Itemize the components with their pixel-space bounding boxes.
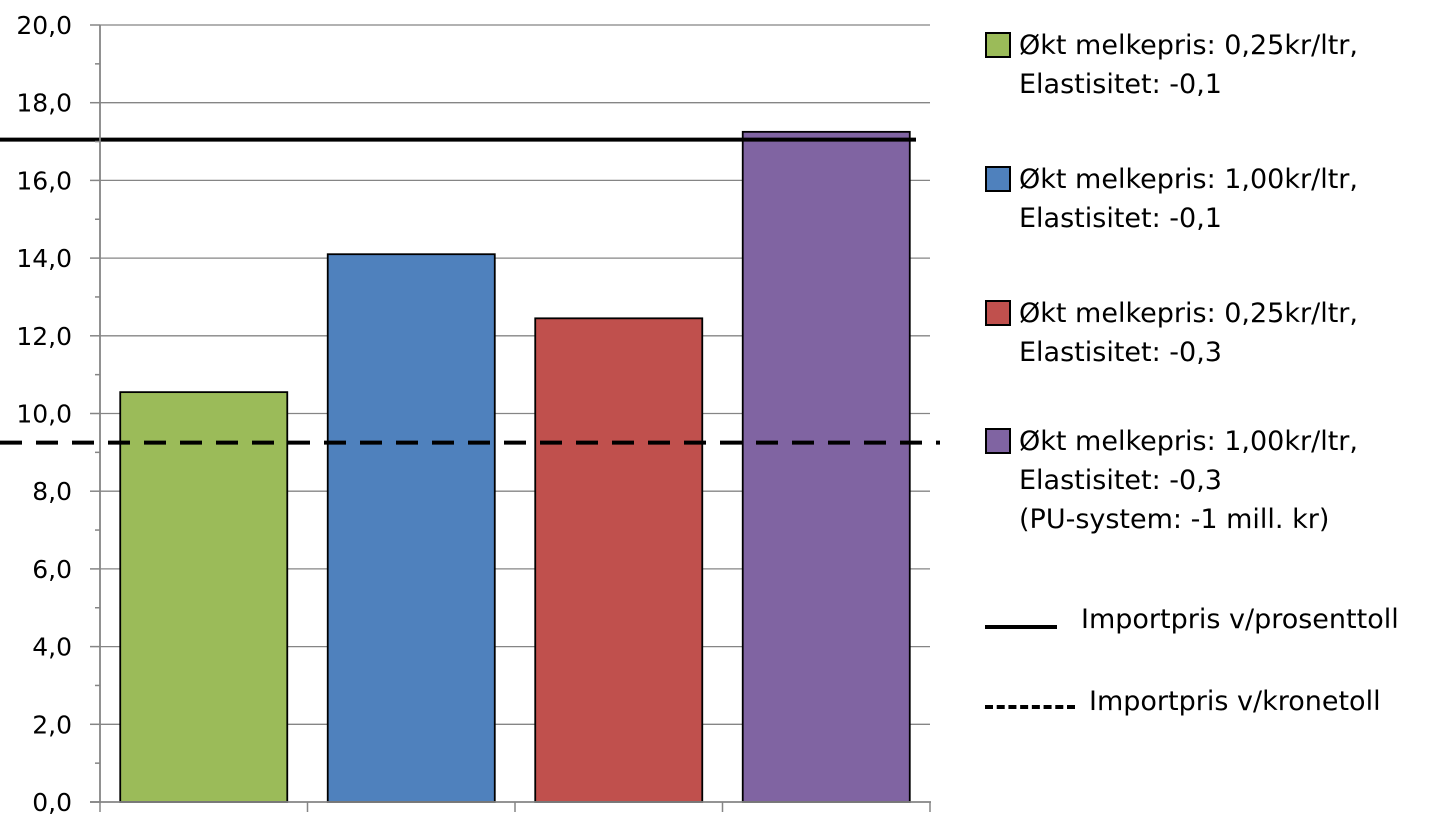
legend-label: Økt melkepris: 1,00kr/ltr, (1019, 164, 1358, 195)
bar-series-3 (534, 317, 704, 803)
y-tick-label: 10,0 (16, 400, 72, 429)
legend-label: Importpris v/prosenttoll (1081, 604, 1399, 635)
y-tick-label: 6,0 (32, 555, 72, 584)
axes (90, 24, 931, 812)
legend-label: Importpris v/kronetoll (1089, 686, 1381, 717)
y-tick-label: 18,0 (16, 89, 72, 118)
bars (119, 130, 911, 803)
legend-swatch-series-4 (985, 428, 1011, 454)
y-tick-label: 8,0 (32, 477, 72, 506)
y-tick-label: 4,0 (32, 633, 72, 662)
legend-line-dashed (985, 705, 1075, 709)
legend-label: Økt melkepris: 0,25kr/ltr, (1019, 298, 1358, 329)
legend-label: Økt melkepris: 1,00kr/ltr, (1019, 426, 1358, 457)
bar-series-2 (326, 253, 496, 803)
y-tick-label: 20,0 (16, 11, 72, 40)
legend-label: Elastisitet: -0,3 (1019, 337, 1222, 368)
legend-swatch-series-1 (985, 32, 1011, 58)
legend-swatch-series-3 (985, 300, 1011, 326)
legend-label: Elastisitet: -0,3 (1019, 465, 1222, 496)
y-tick-label: 14,0 (16, 244, 72, 273)
y-tick-label: 2,0 (32, 710, 72, 739)
reference-lines (0, 137, 940, 445)
y-tick-label: 12,0 (16, 322, 72, 351)
legend: Økt melkepris: 0,25kr/ltr, Elastisitet: … (985, 0, 1435, 816)
legend-line-solid (985, 625, 1057, 629)
legend-label: Elastisitet: -0,1 (1019, 203, 1222, 234)
y-tick-label: 0,0 (32, 788, 72, 816)
bar-series-1 (119, 391, 289, 803)
legend-label: (PU-system: -1 mill. kr) (1019, 504, 1330, 535)
legend-swatch-series-2 (985, 166, 1011, 192)
legend-label: Økt melkepris: 0,25kr/ltr, (1019, 30, 1358, 61)
bar-series-4 (741, 130, 911, 803)
y-tick-labels: 0,0 2,0 4,0 6,0 8,0 10,0 12,0 14,0 16,0 18,0 20,0 (16, 11, 72, 816)
legend-label: Elastisitet: -0,1 (1019, 69, 1222, 100)
bar-chart: 0,0 2,0 4,0 6,0 8,0 10,0 12,0 14,0 16,0 18,0 20,0 (0, 11, 940, 816)
y-tick-label: 16,0 (16, 166, 72, 195)
